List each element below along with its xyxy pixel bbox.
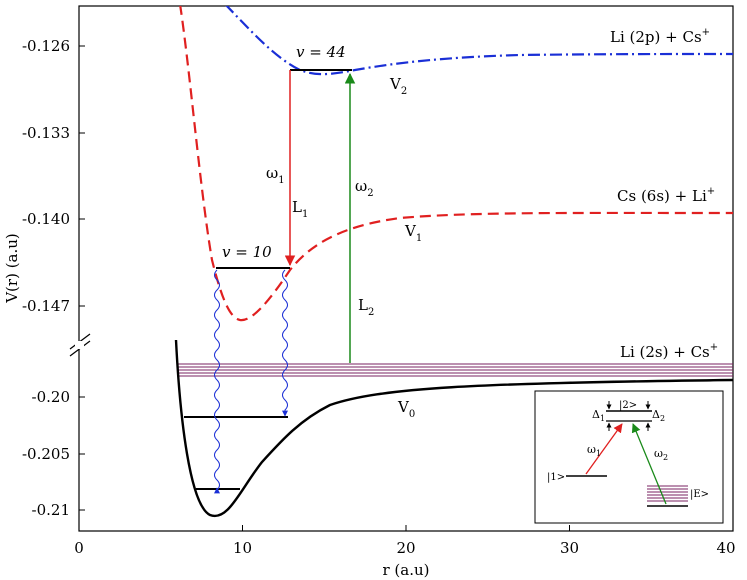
y-tick-label: -0.126 [22, 37, 70, 55]
y-tick-label: -0.21 [32, 501, 70, 519]
x-tick-label: 20 [396, 539, 415, 557]
decay-wave-left [214, 269, 220, 494]
label-v0: V0 [397, 398, 415, 420]
asymptote-label-mid: Cs (6s) + Li+ [617, 186, 715, 205]
x-tick-label: 10 [233, 539, 252, 557]
x-ticks [78, 525, 734, 531]
inset-level-scheme: |2> Δ1 Δ2 |1> |E> ω1 ω2 [534, 390, 724, 524]
label-L1: L1 [292, 198, 308, 220]
continuum-band [178, 363, 733, 377]
x-tick-label: 40 [716, 539, 735, 557]
y-tick-label: -0.140 [22, 210, 70, 228]
inset-omega-2: ω2 [654, 447, 668, 462]
label-omega1: ω1 [266, 164, 285, 186]
level-label-v10: v = 10 [222, 243, 272, 261]
curve-v0 [174, 339, 733, 518]
y-ticks [79, 45, 85, 511]
x-axis-label: r (a.u) [382, 561, 429, 579]
decay-wave-right [282, 269, 288, 417]
curve-v2 [225, 6, 733, 76]
inset-state-E: |E> [690, 489, 709, 500]
inset-delta-1: Δ1 [592, 408, 605, 423]
y-tick-label: -0.147 [22, 297, 70, 315]
level-label-v44: v = 44 [296, 43, 346, 61]
asymptote-label-low: Li (2s) + Cs+ [620, 342, 718, 361]
inset-state-2: |2> [619, 400, 637, 411]
x-tick-label: 0 [74, 539, 84, 557]
label-omega2: ω2 [355, 177, 374, 199]
inset-state-1: |1> [547, 472, 565, 483]
asymptote-label-top: Li (2p) + Cs+ [610, 27, 710, 46]
x-tick-label: 30 [560, 539, 579, 557]
y-axis-label: V(r) (a.u) [3, 233, 21, 304]
label-L2: L2 [358, 296, 374, 318]
y-tick-label: -0.133 [22, 124, 70, 142]
y-tick-label: -0.205 [22, 445, 70, 463]
y-tick-label: -0.20 [32, 388, 70, 406]
label-v1: V1 [404, 222, 422, 244]
label-v2: V2 [389, 75, 407, 97]
inset-omega-1: ω1 [587, 443, 601, 458]
curve-v1 [179, 6, 733, 322]
inset-delta-2: Δ2 [652, 408, 665, 423]
